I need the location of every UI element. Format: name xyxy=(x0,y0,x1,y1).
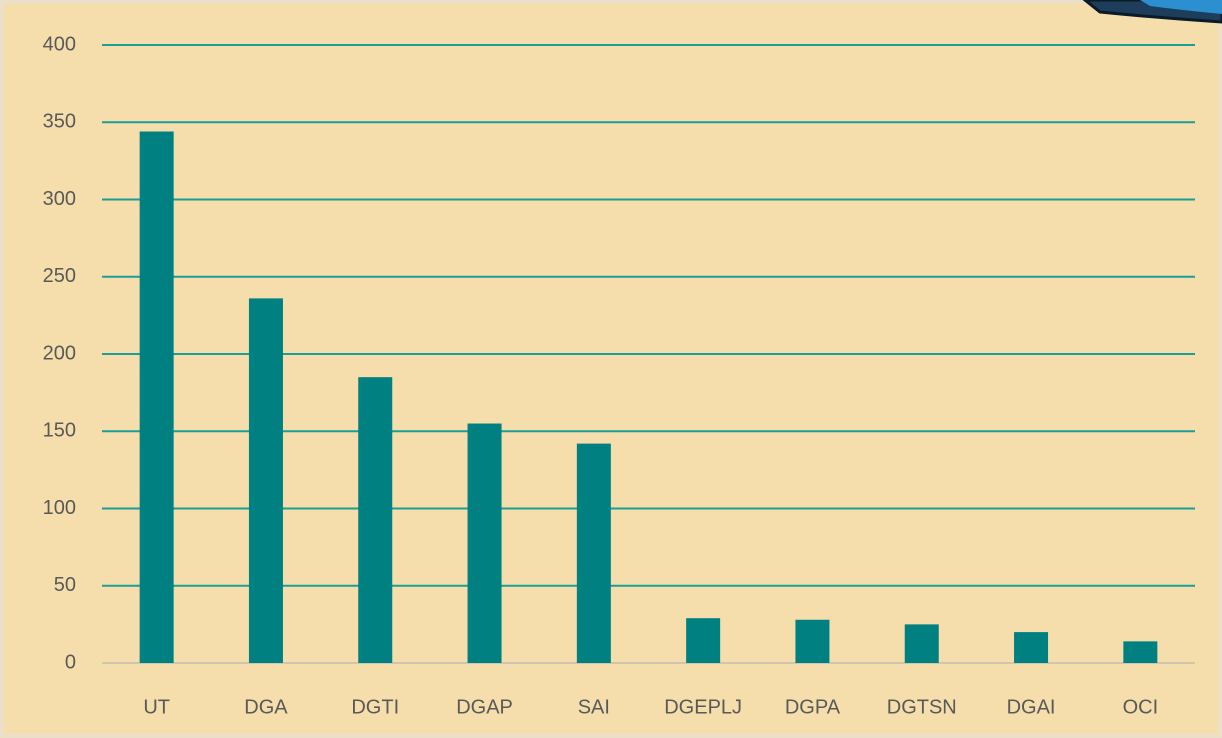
x-tick-label: DGTSN xyxy=(887,696,957,718)
bar xyxy=(577,444,611,663)
bar xyxy=(249,298,283,663)
bar xyxy=(905,624,939,663)
y-tick-label: 200 xyxy=(43,342,76,364)
bar xyxy=(140,132,174,663)
y-tick-label: 0 xyxy=(65,651,76,673)
y-tick-label: 100 xyxy=(43,497,76,519)
bar xyxy=(795,620,829,663)
x-tick-label: SAI xyxy=(578,696,610,718)
page: {"chart_data": {"type": "bar", "categori… xyxy=(0,0,1222,738)
x-tick-label: DGTI xyxy=(351,696,399,718)
bar xyxy=(1014,632,1048,663)
bar xyxy=(686,618,720,663)
chart: 0 50 100 150 200 250 300 350 400 UT DGA DGTI DGAP SAI… xyxy=(0,0,1222,738)
x-tick-label: DGAI xyxy=(1007,696,1056,718)
x-tick-label: DGAP xyxy=(456,696,513,718)
y-tick-label: 250 xyxy=(43,265,76,287)
y-tick-label: 150 xyxy=(43,420,76,442)
x-tick-label: DGEPLJ xyxy=(664,696,742,718)
x-tick-label: DGPA xyxy=(785,696,841,718)
bar xyxy=(358,377,392,663)
x-tick-label: DGA xyxy=(244,696,288,718)
bar xyxy=(468,424,502,663)
x-tick-label: UT xyxy=(143,696,170,718)
y-tick-label: 350 xyxy=(43,111,76,133)
x-tick-label: OCI xyxy=(1123,696,1159,718)
y-tick-label: 50 xyxy=(54,574,76,596)
bar xyxy=(1123,641,1157,663)
y-tick-label: 300 xyxy=(43,188,76,210)
background xyxy=(0,0,1222,738)
y-tick-label: 400 xyxy=(43,33,76,55)
